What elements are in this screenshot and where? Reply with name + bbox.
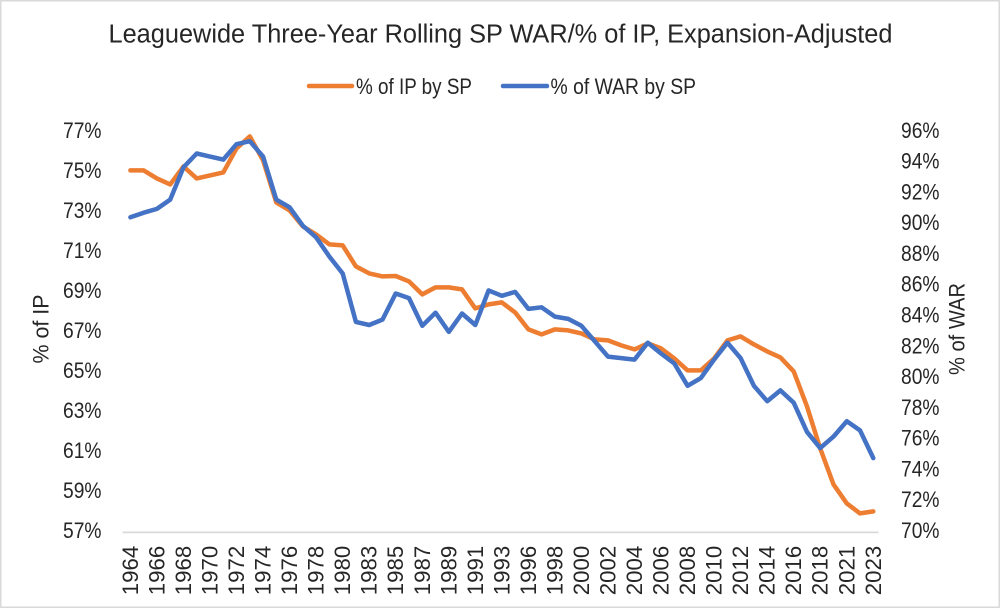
svg-text:71%: 71% — [63, 238, 102, 263]
svg-text:88%: 88% — [901, 241, 940, 266]
svg-text:Leaguewide Three-Year Rolling: Leaguewide Three-Year Rolling SP WAR/% o… — [109, 21, 893, 49]
svg-text:% of WAR: % of WAR — [945, 283, 970, 375]
svg-text:59%: 59% — [63, 478, 102, 503]
svg-text:74%: 74% — [901, 456, 940, 481]
svg-text:2016: 2016 — [781, 546, 806, 596]
svg-text:1966: 1966 — [144, 546, 169, 596]
svg-text:73%: 73% — [63, 198, 102, 223]
svg-text:1972: 1972 — [224, 546, 249, 596]
svg-text:2012: 2012 — [728, 546, 753, 596]
svg-text:65%: 65% — [63, 358, 102, 383]
svg-text:1998: 1998 — [542, 546, 567, 596]
svg-text:2008: 2008 — [675, 546, 700, 596]
svg-text:76%: 76% — [901, 426, 940, 451]
svg-text:57%: 57% — [63, 518, 102, 543]
svg-text:84%: 84% — [901, 303, 940, 328]
svg-text:1987: 1987 — [410, 546, 435, 596]
svg-text:67%: 67% — [63, 318, 102, 343]
svg-text:80%: 80% — [901, 364, 940, 389]
svg-text:2018: 2018 — [808, 546, 833, 596]
svg-text:2010: 2010 — [702, 546, 727, 596]
svg-text:1974: 1974 — [251, 546, 276, 596]
svg-text:90%: 90% — [901, 210, 940, 235]
svg-text:92%: 92% — [901, 179, 940, 204]
svg-text:1970: 1970 — [198, 546, 223, 596]
svg-text:1989: 1989 — [436, 546, 461, 596]
svg-text:1993: 1993 — [489, 546, 514, 596]
svg-text:86%: 86% — [901, 272, 940, 297]
svg-text:% of IP by SP: % of IP by SP — [356, 74, 472, 99]
svg-text:1991: 1991 — [463, 546, 488, 596]
svg-text:2023: 2023 — [861, 546, 886, 596]
svg-text:2014: 2014 — [755, 546, 780, 596]
svg-text:82%: 82% — [901, 333, 940, 358]
svg-text:77%: 77% — [63, 118, 102, 143]
svg-text:2021: 2021 — [834, 546, 859, 596]
svg-text:1985: 1985 — [383, 546, 408, 596]
svg-text:1964: 1964 — [118, 546, 143, 596]
svg-text:72%: 72% — [901, 487, 940, 512]
svg-text:2006: 2006 — [649, 546, 674, 596]
svg-text:70%: 70% — [901, 518, 940, 543]
svg-text:1978: 1978 — [304, 546, 329, 596]
svg-text:1996: 1996 — [516, 546, 541, 596]
svg-text:61%: 61% — [63, 438, 102, 463]
svg-text:63%: 63% — [63, 398, 102, 423]
svg-text:69%: 69% — [63, 278, 102, 303]
svg-text:94%: 94% — [901, 149, 940, 174]
svg-text:1968: 1968 — [171, 546, 196, 596]
svg-text:96%: 96% — [901, 118, 940, 143]
svg-text:2000: 2000 — [569, 546, 594, 596]
svg-text:% of WAR by SP: % of WAR by SP — [551, 74, 697, 99]
svg-text:75%: 75% — [63, 158, 102, 183]
svg-text:2004: 2004 — [622, 546, 647, 596]
svg-text:1983: 1983 — [357, 546, 382, 596]
svg-text:% of IP: % of IP — [29, 295, 54, 364]
svg-text:78%: 78% — [901, 395, 940, 420]
svg-text:1976: 1976 — [277, 546, 302, 596]
svg-text:1980: 1980 — [330, 546, 355, 596]
svg-text:2002: 2002 — [596, 546, 621, 596]
